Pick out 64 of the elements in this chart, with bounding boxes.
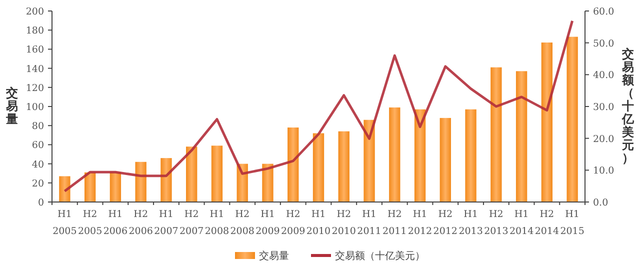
bar bbox=[262, 164, 274, 202]
x-tick-label: H2 2014 bbox=[534, 209, 560, 237]
bar bbox=[364, 120, 375, 202]
x-tick-label: H2 2007 bbox=[180, 209, 204, 237]
text: 交易额（十亿美元） bbox=[622, 47, 634, 165]
y-tick-label: 180 bbox=[26, 26, 44, 37]
x-tick-label: H1 2013 bbox=[458, 209, 483, 237]
x-tick-label: H1 2010 bbox=[306, 209, 331, 237]
x-tick-label: H1 2006 bbox=[103, 209, 128, 237]
y2-tick-label: 40.0 bbox=[593, 70, 614, 82]
x-tick-label: H1 2007 bbox=[154, 209, 178, 237]
bar bbox=[211, 146, 223, 202]
y-tick-label: 20 bbox=[32, 178, 44, 190]
y-axis-title: 交易量 bbox=[5, 86, 18, 126]
y-tick-label: 160 bbox=[26, 44, 44, 56]
bar bbox=[84, 172, 96, 202]
x-tick-label: H1 2009 bbox=[256, 209, 280, 237]
x-tick-label: H2 2010 bbox=[332, 209, 356, 237]
bar bbox=[566, 36, 578, 202]
y-tick-label: 200 bbox=[26, 6, 44, 18]
x-tick-label: H1 2005 bbox=[52, 209, 77, 237]
legend-label: 交易额（十亿美元） bbox=[335, 250, 425, 262]
y-tick-label: 80 bbox=[32, 121, 44, 132]
legend-label: 交易量 bbox=[259, 250, 289, 262]
x-tick-label: H1 2015 bbox=[560, 209, 584, 237]
bar bbox=[516, 71, 528, 202]
x-tick-label: H1 2012 bbox=[408, 209, 432, 237]
y-tick-label: 120 bbox=[26, 82, 44, 94]
y-tick-label: 140 bbox=[26, 64, 44, 75]
x-tick-label: H2 2005 bbox=[78, 209, 102, 237]
bar bbox=[110, 172, 122, 202]
y2-tick-label: 60.0 bbox=[593, 6, 614, 18]
bar bbox=[288, 128, 299, 202]
x-tick-label: H2 2012 bbox=[433, 209, 458, 237]
y-tick-label: 100 bbox=[26, 102, 44, 113]
bar bbox=[135, 162, 146, 202]
bar bbox=[541, 42, 553, 202]
bar bbox=[490, 67, 502, 202]
y2-tick-label: 30.0 bbox=[593, 102, 614, 113]
x-tick-label: H2 2013 bbox=[484, 209, 508, 237]
line-series bbox=[63, 20, 574, 192]
bar bbox=[440, 118, 451, 202]
bar bbox=[59, 176, 70, 202]
x-tick-label: H1 2011 bbox=[357, 209, 382, 237]
bar bbox=[414, 109, 426, 202]
bar bbox=[186, 146, 198, 202]
y-tick-label: 0 bbox=[38, 198, 44, 208]
y2-tick-label: 50.0 bbox=[593, 38, 614, 50]
x-tick-label: H2 2009 bbox=[281, 209, 306, 237]
bar bbox=[338, 131, 350, 202]
y2-tick-label: 10.0 bbox=[593, 166, 614, 177]
bar bbox=[160, 158, 172, 202]
bar bbox=[465, 109, 476, 202]
x-tick-label: H1 2008 bbox=[204, 209, 230, 237]
x-tick-label: H2 2011 bbox=[382, 209, 407, 237]
y2-tick-label: 0.0 bbox=[593, 198, 608, 208]
y-tick-label: 40 bbox=[32, 159, 44, 170]
bar bbox=[389, 107, 400, 202]
x-tick-label: H2 2008 bbox=[230, 209, 254, 237]
x-tick-label: H2 2006 bbox=[128, 209, 153, 237]
x-tick-label: H1 2014 bbox=[509, 209, 534, 237]
y2-tick-label: 20.0 bbox=[593, 134, 614, 145]
y-tick-label: 60 bbox=[32, 140, 44, 152]
bar bbox=[312, 133, 324, 202]
